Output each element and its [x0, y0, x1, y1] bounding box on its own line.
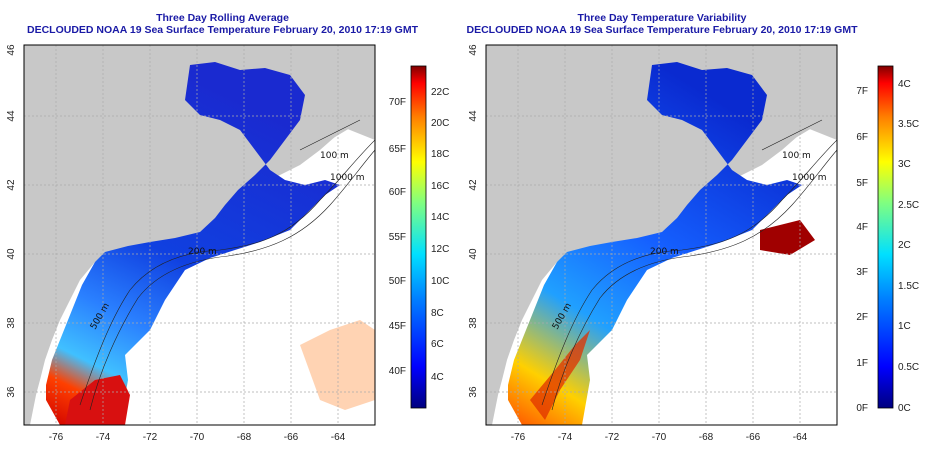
warm-water-patches	[300, 320, 375, 410]
bathymetry-contours-right	[541, 119, 837, 411]
lon-tick: -74	[96, 432, 111, 443]
celsius-tick: 14C	[431, 212, 449, 223]
lon-tick: -68	[699, 432, 714, 443]
lon-tick: -68	[237, 432, 252, 443]
lat-tick: 40	[6, 248, 17, 260]
fahrenheit-tick: 3F	[856, 267, 868, 278]
fahrenheit-tick: 40F	[389, 366, 406, 377]
lon-tick: -64	[331, 432, 346, 443]
fahrenheit-tick: 60F	[389, 187, 406, 198]
left-panel-title: Three Day Rolling Average	[156, 12, 289, 24]
lat-tick: 42	[6, 179, 17, 191]
celsius-tick: 0.5C	[898, 362, 919, 373]
lon-tick: -72	[143, 432, 158, 443]
graticule-left	[24, 45, 375, 425]
celsius-tick: 0C	[898, 403, 911, 414]
left-map: 100 m 1000 m 200 m 500 m	[24, 45, 375, 425]
celsius-tick: 12C	[431, 244, 449, 255]
fahrenheit-tick: 65F	[389, 144, 406, 155]
lon-tick: -70	[190, 432, 205, 443]
lon-tick: -66	[746, 432, 761, 443]
left-map-frame	[23, 44, 376, 426]
fahrenheit-tick: 7F	[856, 86, 868, 97]
bathymetry-contours-left	[79, 119, 375, 411]
contour-label-1000m: 1000 m	[792, 173, 827, 183]
fahrenheit-tick: 0F	[856, 403, 868, 414]
right-lon-axis: -76 -74 -72 -70 -68 -66 -64	[511, 432, 808, 443]
contour-label-200m: 200 m	[188, 247, 217, 257]
lon-tick: -70	[652, 432, 667, 443]
high-variability-band	[530, 330, 590, 420]
left-colorbar-fahrenheit-labels: 70F 65F 60F 55F 50F 45F 40F	[389, 97, 406, 377]
fahrenheit-tick: 5F	[856, 178, 868, 189]
left-lon-axis: -76 -74 -72 -70 -68 -66 -64	[49, 432, 346, 443]
lon-tick: -64	[793, 432, 808, 443]
lat-tick: 38	[6, 317, 17, 329]
celsius-tick: 20C	[431, 118, 449, 129]
contour-label-1000m: 1000 m	[330, 173, 365, 183]
celsius-tick: 10C	[431, 276, 449, 287]
celsius-tick: 16C	[431, 181, 449, 192]
lat-tick: 36	[6, 386, 17, 398]
celsius-tick: 3C	[898, 159, 911, 170]
sst-water-area	[46, 62, 340, 425]
contour-label-200m: 200 m	[650, 247, 679, 257]
right-map: 100 m 1000 m 200 m 500 m	[486, 45, 837, 425]
fahrenheit-tick: 70F	[389, 97, 406, 108]
lon-tick: -76	[511, 432, 526, 443]
fahrenheit-tick: 2F	[856, 312, 868, 323]
celsius-tick: 2.5C	[898, 200, 919, 211]
lat-tick: 38	[468, 317, 479, 329]
right-map-frame	[485, 44, 838, 426]
fahrenheit-tick: 45F	[389, 321, 406, 332]
right-colorbar	[877, 65, 894, 409]
celsius-tick: 1C	[898, 321, 911, 332]
fahrenheit-tick: 55F	[389, 232, 406, 243]
celsius-tick: 3.5C	[898, 119, 919, 130]
nova-scotia-land	[762, 95, 837, 158]
high-variability-patch	[760, 220, 815, 255]
left-lat-axis: 36 38 40 42 44 46	[6, 44, 17, 398]
lon-tick: -72	[605, 432, 620, 443]
fahrenheit-tick: 50F	[389, 276, 406, 287]
lon-tick: -66	[284, 432, 299, 443]
right-colorbar-fahrenheit-labels: 7F 6F 5F 4F 3F 2F 1F 0F	[856, 86, 868, 414]
celsius-tick: 6C	[431, 339, 444, 350]
lat-tick: 36	[468, 386, 479, 398]
contour-label-100m: 100 m	[320, 151, 349, 161]
lat-tick: 44	[6, 110, 17, 122]
left-colorbar-celsius-labels: 22C 20C 18C 16C 14C 12C 10C 8C 6C 4C	[431, 87, 449, 383]
right-panel-title: Three Day Temperature Variability	[577, 12, 747, 24]
lat-tick: 44	[468, 110, 479, 122]
lat-tick: 40	[468, 248, 479, 260]
right-lat-axis: 36 38 40 42 44 46	[468, 44, 479, 398]
celsius-tick: 2C	[898, 240, 911, 251]
celsius-tick: 22C	[431, 87, 449, 98]
nova-scotia-land	[300, 95, 375, 158]
fahrenheit-tick: 6F	[856, 132, 868, 143]
lat-tick: 42	[468, 179, 479, 191]
celsius-tick: 1.5C	[898, 281, 919, 292]
lon-tick: -74	[558, 432, 573, 443]
fahrenheit-tick: 1F	[856, 358, 868, 369]
celsius-tick: 18C	[431, 149, 449, 160]
right-panel-subtitle: DECLOUDED NOAA 19 Sea Surface Temperatur…	[466, 24, 858, 36]
right-colorbar-celsius-labels: 4C 3.5C 3C 2.5C 2C 1.5C 1C 0.5C 0C	[898, 79, 919, 414]
gulf-stream-warm-water	[65, 375, 130, 425]
left-panel-subtitle: DECLOUDED NOAA 19 Sea Surface Temperatur…	[27, 24, 418, 36]
fahrenheit-tick: 4F	[856, 222, 868, 233]
celsius-tick: 4C	[431, 372, 444, 383]
lat-tick: 46	[6, 44, 17, 56]
celsius-tick: 4C	[898, 79, 911, 90]
lat-tick: 46	[468, 44, 479, 56]
variability-water-area	[508, 62, 802, 425]
left-colorbar	[410, 65, 427, 409]
celsius-tick: 8C	[431, 308, 444, 319]
graticule-right	[486, 45, 837, 425]
lon-tick: -76	[49, 432, 64, 443]
contour-label-100m: 100 m	[782, 151, 811, 161]
